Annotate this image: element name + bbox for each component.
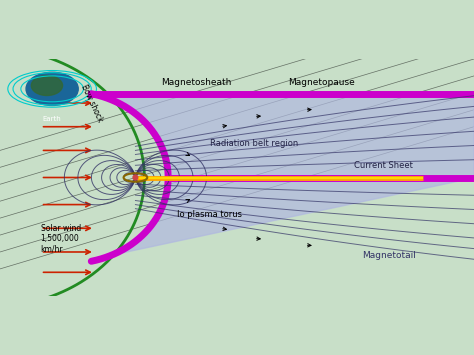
Text: Radiation belt region: Radiation belt region [210,139,298,148]
Text: Magnetotail: Magnetotail [363,251,416,260]
Circle shape [133,175,138,180]
Polygon shape [92,94,474,260]
Text: Solar wind
1,500,000
km/hr: Solar wind 1,500,000 km/hr [41,224,81,253]
Text: Bow shock: Bow shock [79,83,104,123]
Text: Current Sheet: Current Sheet [354,161,413,170]
Text: Io plasma torus: Io plasma torus [177,210,242,219]
Text: Magnetosheath: Magnetosheath [161,78,232,87]
Text: Magnetopause: Magnetopause [288,78,355,87]
